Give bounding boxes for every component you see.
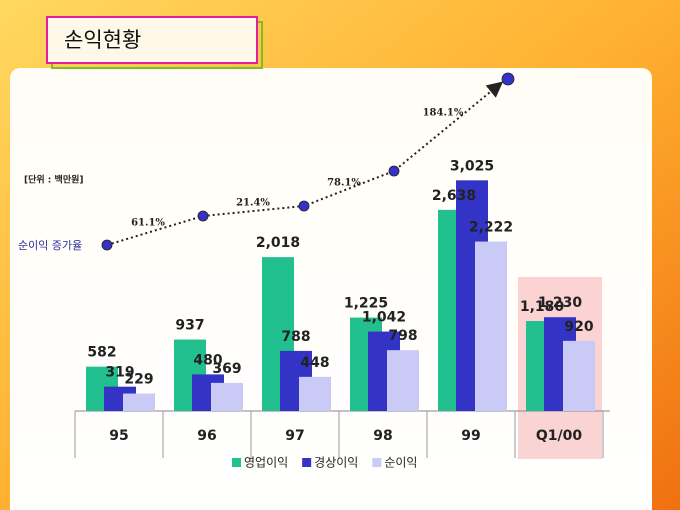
growth-value: 21.4%	[236, 198, 270, 209]
growth-dot	[501, 72, 515, 86]
legend-label: 경상이익	[314, 456, 358, 470]
bar	[475, 241, 507, 411]
value-label: 2,638	[432, 188, 476, 204]
value-label: 448	[300, 355, 329, 371]
growth-dots	[101, 72, 515, 251]
bar	[563, 340, 595, 411]
value-label: 788	[281, 329, 310, 345]
value-label: 1,230	[538, 295, 583, 311]
title-box	[46, 16, 258, 64]
x-tick-label: Q1/00	[536, 428, 582, 444]
legend-swatch	[302, 458, 312, 467]
growth-dot	[298, 200, 310, 212]
x-tick-label: 95	[109, 428, 128, 444]
legend-label: 순이익	[384, 456, 417, 470]
value-label: 582	[87, 345, 116, 361]
value-label: 229	[124, 372, 153, 388]
growth-dot	[197, 210, 209, 222]
growth-value: 78.1%	[327, 178, 361, 189]
x-tick-label: 99	[461, 428, 480, 444]
bar	[299, 376, 331, 411]
growth-value: 184.1%	[423, 108, 464, 119]
value-label: 1,180	[520, 299, 565, 315]
x-tick-label: 98	[373, 428, 392, 444]
bar	[211, 382, 243, 411]
value-label: 319	[105, 365, 134, 381]
x-tick-label: 97	[285, 428, 304, 444]
value-label: 1,042	[362, 310, 406, 326]
value-label: 369	[212, 361, 241, 377]
value-label: 798	[388, 328, 417, 344]
x-tick-label: 96	[197, 428, 216, 444]
title: 손익현황	[64, 28, 141, 52]
growth-dot	[388, 165, 400, 177]
legend-label: 영업이익	[244, 456, 288, 470]
value-label: 920	[564, 319, 593, 335]
growth-value: 61.1%	[131, 218, 165, 229]
value-label: 2,018	[256, 235, 300, 251]
value-label: 480	[193, 352, 222, 368]
bar	[387, 350, 419, 411]
value-label: 1,225	[344, 296, 388, 312]
bar	[123, 393, 155, 411]
legend-swatch	[372, 458, 382, 467]
growth-dot	[101, 239, 113, 251]
growth-label: 순이익 증가율	[18, 239, 82, 252]
value-label: 2,222	[469, 220, 513, 236]
legend-swatch	[232, 458, 241, 467]
value-label: 937	[175, 318, 204, 334]
unit-note: [단위 : 백만원]	[24, 174, 84, 186]
value-label: 3,025	[450, 158, 494, 174]
